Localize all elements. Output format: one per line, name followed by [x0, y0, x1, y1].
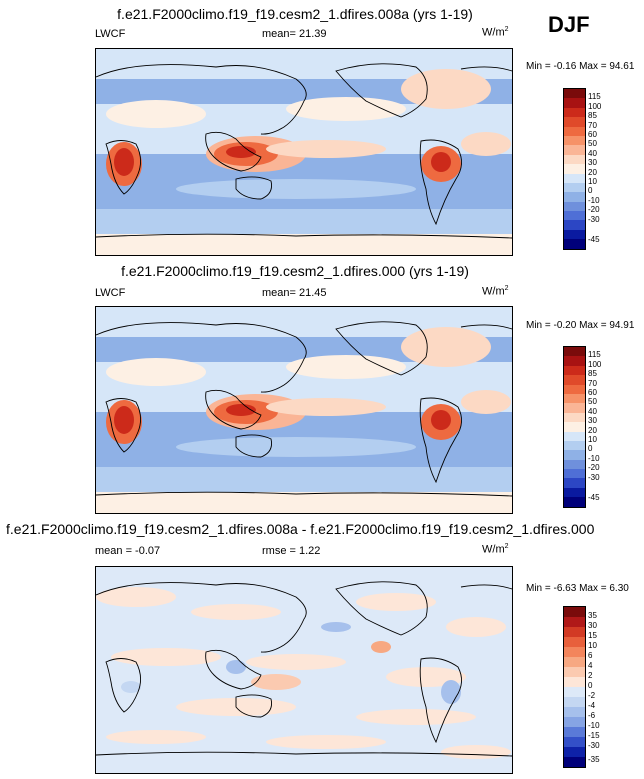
colorbar-tick: -10	[588, 454, 600, 463]
panel-3-title: f.e21.F2000climo.f19_f19.cesm2_1.dfires.…	[6, 521, 595, 537]
colorbar-tick: 70	[588, 379, 597, 388]
colorbar-tick: -20	[588, 463, 600, 472]
panel-3-rmse-label: rmse = 1.22	[262, 545, 321, 557]
colorbar-tick: 85	[588, 369, 597, 378]
panel-2-map	[95, 306, 513, 514]
panel-1-minmax: Min = -0.16 Max = 94.61	[526, 61, 635, 72]
colorbar-tick: 20	[588, 426, 597, 435]
colorbar-tick: 4	[588, 661, 593, 670]
panel-3-colorbar	[563, 606, 586, 768]
colorbar-tick: 50	[588, 139, 597, 148]
colorbar-tick: 70	[588, 121, 597, 130]
colorbar-tick: -30	[588, 215, 600, 224]
colorbar-tick: 30	[588, 621, 597, 630]
colorbar-tick: 60	[588, 388, 597, 397]
colorbar-tick: 100	[588, 102, 602, 111]
panel-1-units: W/m2	[482, 26, 509, 39]
colorbar-tick: 2	[588, 671, 593, 680]
panel-3-minmax: Min = -6.63 Max = 6.30	[526, 583, 629, 594]
colorbar-tick: 50	[588, 397, 597, 406]
colorbar-tick: -30	[588, 473, 600, 482]
panel-1-colorbar	[563, 88, 586, 250]
panel-2-units: W/m2	[482, 285, 509, 298]
colorbar-tick: 20	[588, 168, 597, 177]
colorbar-tick: 10	[588, 435, 597, 444]
colorbar-tick: 115	[588, 92, 601, 101]
colorbar-tick: 40	[588, 149, 597, 158]
colorbar-tick: -4	[588, 701, 596, 710]
colorbar-tick: 15	[588, 631, 597, 640]
colorbar-tick: 10	[588, 641, 597, 650]
colorbar-tick: 6	[588, 651, 593, 660]
colorbar-tick: 10	[588, 177, 597, 186]
colorbar-tick: 35	[588, 611, 597, 620]
colorbar-tick: -30	[588, 741, 600, 750]
colorbar-tick: 30	[588, 158, 597, 167]
colorbar-tick: -45	[588, 493, 600, 502]
panel-2-variable-label: LWCF	[95, 287, 126, 299]
panel-1-variable-label: LWCF	[95, 28, 126, 40]
panel-3-units: W/m2	[482, 543, 509, 556]
colorbar-tick: 40	[588, 407, 597, 416]
colorbar-tick: 30	[588, 416, 597, 425]
colorbar-tick: -35	[588, 755, 600, 764]
colorbar-tick: 85	[588, 111, 597, 120]
panel-1-mean-label: mean= 21.39	[262, 28, 327, 40]
colorbar-tick: 100	[588, 360, 602, 369]
colorbar-tick: 115	[588, 350, 601, 359]
colorbar-tick: 0	[588, 186, 593, 195]
colorbar-tick: -45	[588, 235, 600, 244]
panel-2-colorbar	[563, 346, 586, 508]
colorbar-tick: -6	[588, 711, 596, 720]
panel-2-minmax: Min = -0.20 Max = 94.91	[526, 320, 635, 331]
colorbar-tick: 0	[588, 444, 593, 453]
colorbar-tick: -10	[588, 721, 600, 730]
colorbar-tick: -15	[588, 731, 600, 740]
colorbar-tick: -2	[588, 691, 596, 700]
colorbar-tick: 60	[588, 130, 597, 139]
colorbar-tick: 0	[588, 681, 593, 690]
colorbar-tick: -10	[588, 196, 600, 205]
panel-1-map	[95, 48, 513, 256]
colorbar-tick: -20	[588, 205, 600, 214]
panel-2-mean-label: mean= 21.45	[262, 287, 327, 299]
panel-3-map	[95, 566, 513, 774]
panel-1-title: f.e21.F2000climo.f19_f19.cesm2_1.dfires.…	[117, 6, 473, 22]
panel-2-title: f.e21.F2000climo.f19_f19.cesm2_1.dfires.…	[121, 263, 469, 279]
panel-3-mean-label: mean = -0.07	[95, 545, 161, 557]
season-label: DJF	[548, 12, 590, 37]
